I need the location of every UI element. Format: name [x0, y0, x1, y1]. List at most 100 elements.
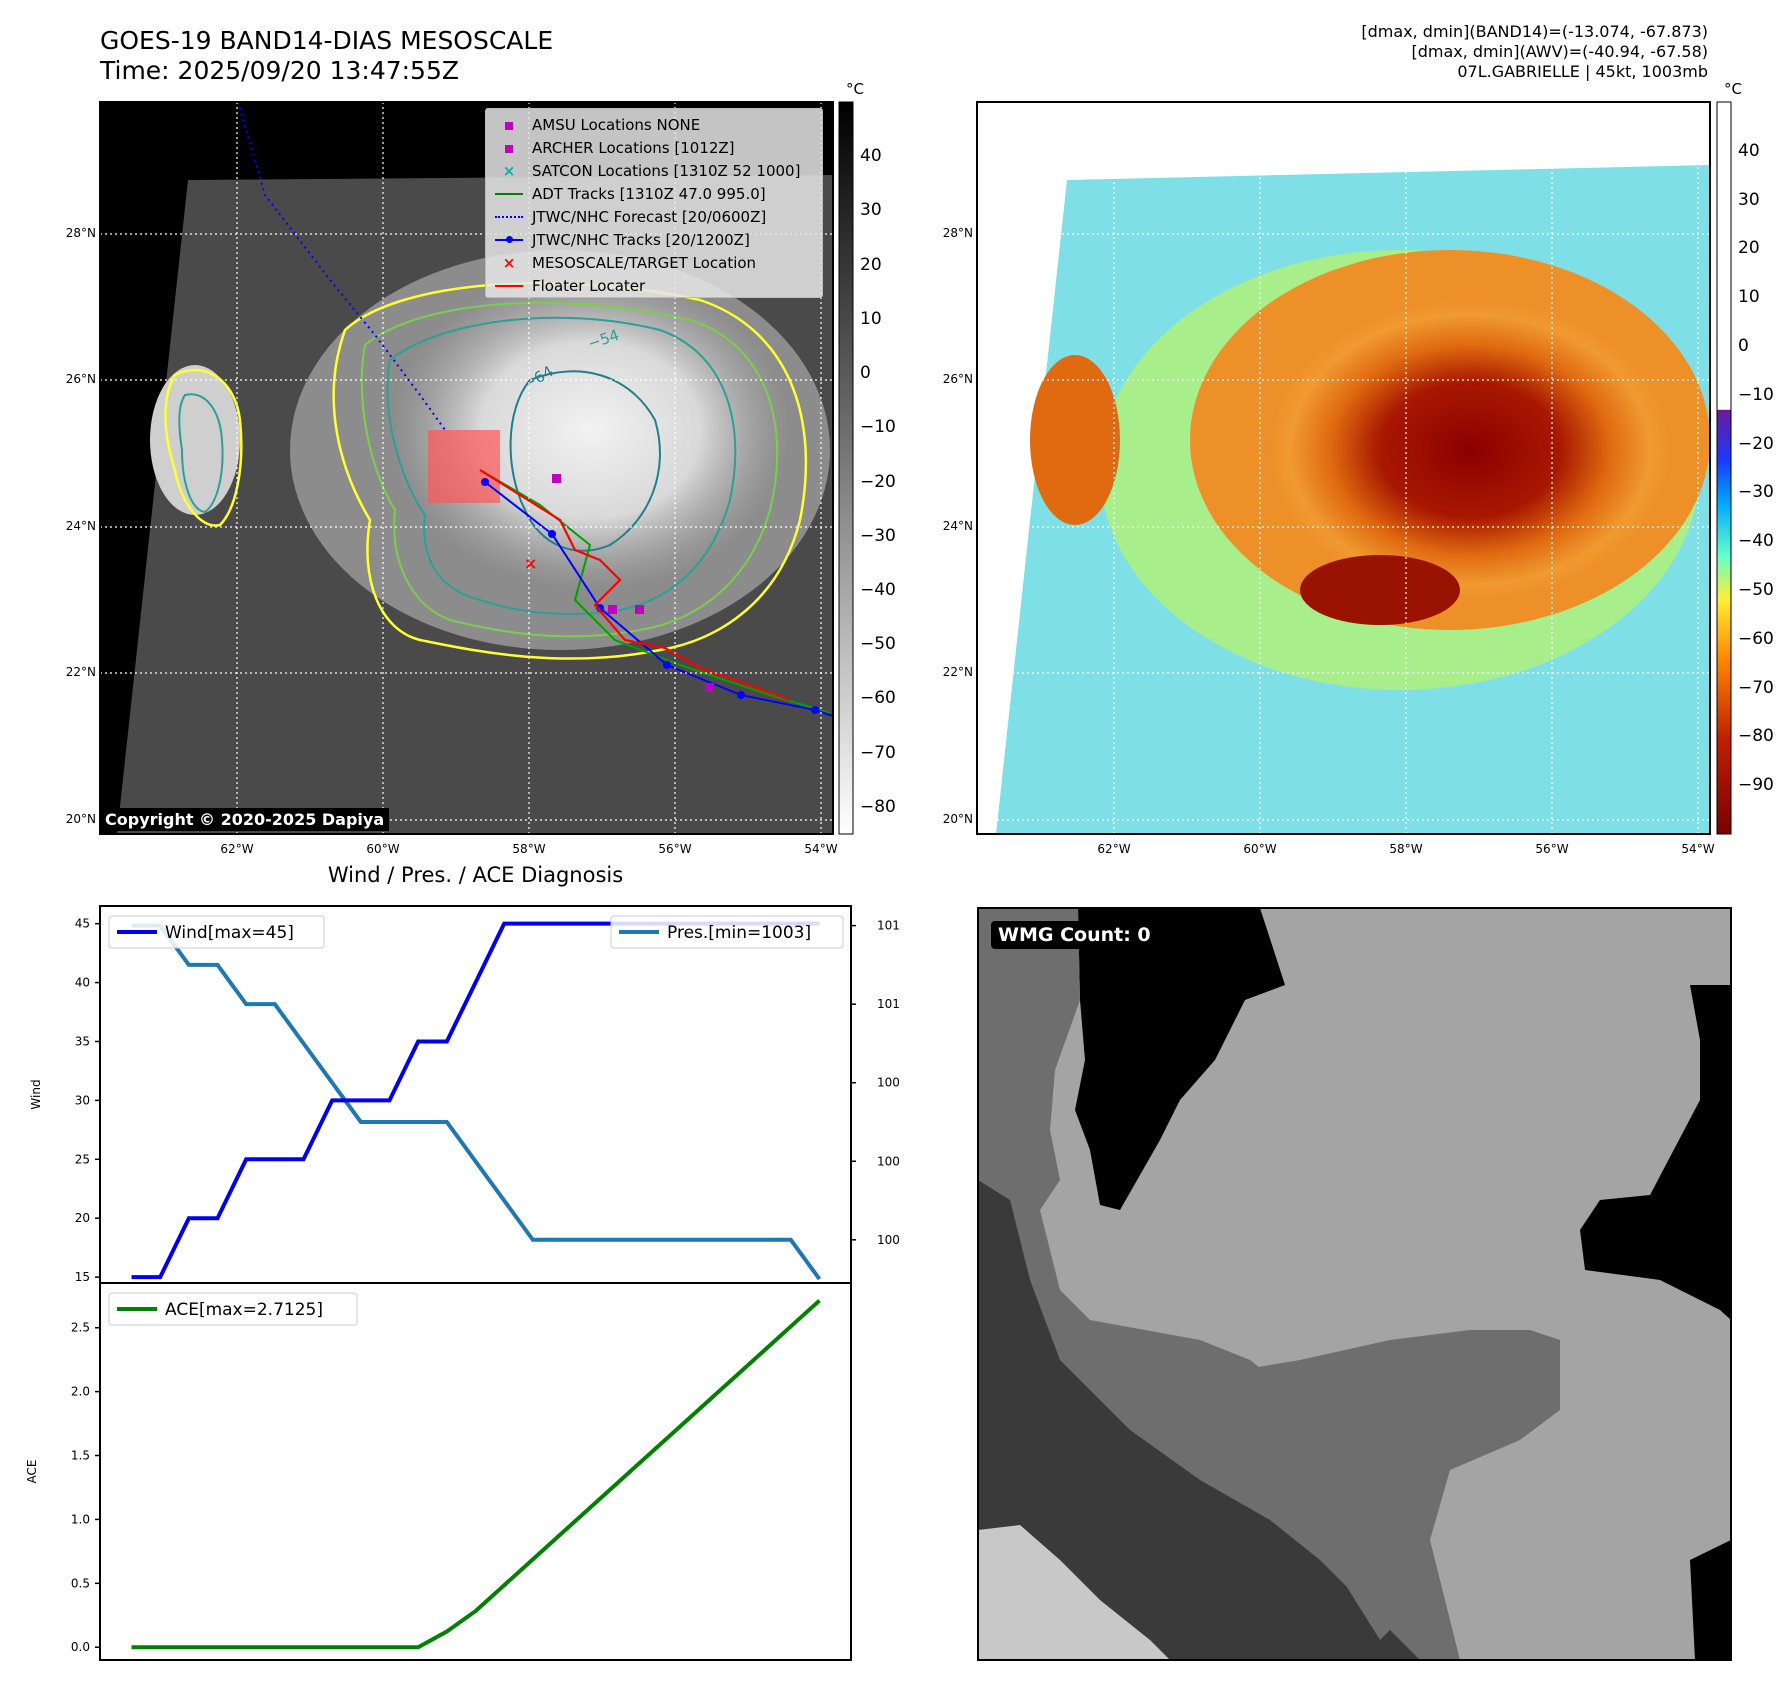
panel1-contour-teal-island — [178, 393, 224, 514]
p2-lat-label: 26°N — [942, 372, 973, 386]
panel4-wmg-image — [977, 907, 1732, 1661]
panel1-target-marker: × — [524, 554, 537, 573]
panel1-colorbar — [838, 101, 854, 835]
p1-lat-label: 22°N — [65, 665, 96, 679]
legend-marker-icon — [492, 277, 526, 295]
p1-colorbar-tick: −60 — [860, 688, 896, 709]
wind-ytick-label: 40 — [75, 976, 90, 990]
legend-label: JTWC/NHC Forecast [20/0600Z] — [532, 207, 767, 226]
panel2-colorbar-unit: °C — [1724, 80, 1742, 98]
p2-colorbar-tick: −10 — [1738, 384, 1774, 405]
panel1-title-line2: Time: 2025/09/20 13:47:55Z — [100, 56, 459, 85]
panel4-black-top — [1075, 908, 1285, 1210]
ace-line — [131, 1299, 821, 1650]
legend-label: ARCHER Locations [1012Z] — [532, 138, 735, 157]
pressure-ytick-label: 1012 — [877, 919, 900, 933]
panel4-dark-band — [978, 1180, 1420, 1660]
p1-lon-label: 58°W — [512, 842, 546, 856]
wind-axis-label: Wind — [29, 1079, 43, 1109]
panel1-archer-markers — [552, 474, 714, 692]
panel1-colorbar-unit: °C — [846, 80, 864, 98]
legend-entry: Floater Locater — [492, 274, 822, 297]
panel1-floater-track — [479, 469, 791, 702]
legend-label: MESOSCALE/TARGET Location — [532, 253, 757, 272]
panel1-jtwc-points — [481, 478, 819, 714]
panel1-copyright: Copyright © 2020-2025 Dapiya — [100, 808, 390, 831]
wind-pressure-axes — [99, 905, 852, 1284]
p1-colorbar-tick: −30 — [860, 525, 896, 546]
panel4-gray-band-right — [1240, 1330, 1560, 1640]
p1-lat-label: 20°N — [65, 812, 96, 826]
p2-lon-label: 58°W — [1389, 842, 1423, 856]
wind-legend-box — [108, 915, 325, 949]
panel1-island-cloud — [150, 365, 240, 515]
panel1-title: GOES-19 BAND14-DIAS MESOSCALE Time: 2025… — [100, 26, 553, 86]
legend-marker-icon — [492, 139, 526, 157]
p1-colorbar-tick: −80 — [860, 796, 896, 817]
pressure-legend-label: Pres.[min=1003] — [667, 923, 811, 943]
p1-colorbar-tick: −50 — [860, 634, 896, 655]
legend-label: Floater Locater — [532, 276, 646, 295]
panel4-black-bottom — [1690, 1540, 1731, 1660]
legend-entry: ADT Tracks [1310Z 47.0 995.0] — [492, 182, 822, 205]
wmg-count-badge: WMG Count: 0 — [991, 921, 1158, 949]
legend-entry: JTWC/NHC Tracks [20/1200Z] — [492, 228, 822, 251]
pressure-ytick-label: 1006 — [877, 1154, 900, 1168]
panel2-island — [1030, 355, 1120, 525]
p1-colorbar-tick: −40 — [860, 580, 896, 600]
p2-lat-label: 24°N — [942, 519, 973, 533]
p1-colorbar-tick: −10 — [860, 417, 896, 438]
p2-colorbar-tick: −40 — [1738, 531, 1774, 552]
wind-ytick-label: 30 — [75, 1093, 90, 1107]
p1-lon-label: 54°W — [804, 842, 838, 856]
panel1-contour-yellow-island — [164, 368, 243, 527]
p1-lat-label: 24°N — [65, 519, 96, 533]
legend-marker-icon — [492, 208, 526, 226]
panel2-info-line1: [dmax, dmin](BAND14)=(-13.074, -67.873) — [1361, 22, 1708, 41]
panel2-info: [dmax, dmin](BAND14)=(-13.074, -67.873) … — [1108, 22, 1708, 82]
p2-colorbar-tick: −50 — [1738, 580, 1774, 600]
p2-colorbar-tick: −20 — [1738, 433, 1774, 454]
panel1-contour-teal-inner — [509, 370, 661, 552]
legend-entry: ARCHER Locations [1012Z] — [492, 136, 822, 159]
p2-lon-label: 60°W — [1243, 842, 1277, 856]
p2-colorbar-tick: 40 — [1738, 140, 1760, 161]
panel2-storm-core — [1270, 300, 1670, 600]
p2-lat-label: 22°N — [942, 665, 973, 679]
wind-ytick-label: 20 — [75, 1211, 90, 1225]
pressure-ytick-label: 1004 — [877, 1233, 900, 1247]
p1-lat-label: 26°N — [65, 372, 96, 386]
p1-colorbar-tick: 20 — [860, 254, 882, 275]
ace-legend-label: ACE[max=2.7125] — [165, 1300, 323, 1320]
panel1-legend: AMSU Locations NONE ARCHER Locations [101… — [485, 108, 823, 298]
legend-marker-icon — [492, 116, 526, 134]
panel2-storm-tail — [1300, 555, 1460, 625]
legend-label: SATCON Locations [1310Z 52 1000] — [532, 161, 801, 180]
p1-colorbar-tick: 10 — [860, 308, 882, 329]
ace-ytick-label: 0.5 — [71, 1576, 90, 1590]
p2-lon-label: 56°W — [1535, 842, 1569, 856]
legend-entry: JTWC/NHC Forecast [20/0600Z] — [492, 205, 822, 228]
p2-colorbar-tick: 0 — [1738, 336, 1749, 356]
p2-lon-label: 54°W — [1681, 842, 1715, 856]
panel4-black-right — [1580, 985, 1731, 1320]
panel1-floater-box — [428, 430, 500, 503]
panel2-info-line3: 07L.GABRIELLE | 45kt, 1003mb — [1457, 62, 1708, 81]
ace-ytick-label: 2.0 — [71, 1385, 90, 1399]
p1-lon-label: 56°W — [658, 842, 692, 856]
ace-ytick-label: 0.0 — [71, 1640, 90, 1654]
p2-colorbar-tick: 10 — [1738, 287, 1760, 308]
ace-ytick-label: 2.5 — [71, 1321, 90, 1335]
legend-label: JTWC/NHC Tracks [20/1200Z] — [532, 230, 750, 249]
wind-legend-label: Wind[max=45] — [165, 923, 294, 943]
legend-entry: AMSU Locations NONE — [492, 113, 822, 136]
legend-label: ADT Tracks [1310Z 47.0 995.0] — [532, 184, 766, 203]
panel4-light-patch — [978, 1525, 1170, 1660]
wind-ytick-label: 45 — [75, 917, 90, 931]
panel1-title-line1: GOES-19 BAND14-DIAS MESOSCALE — [100, 26, 554, 55]
wind-ytick-label: 25 — [75, 1152, 90, 1166]
p2-lon-label: 62°W — [1097, 842, 1131, 856]
panel2-map — [976, 101, 1732, 835]
p1-colorbar-tick: −70 — [860, 742, 896, 763]
